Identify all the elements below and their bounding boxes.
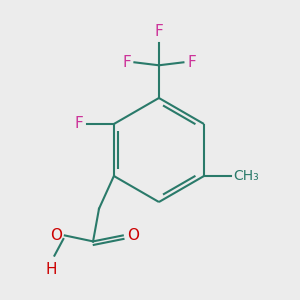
Text: H: H — [46, 262, 57, 277]
Text: F: F — [154, 24, 163, 39]
Text: F: F — [75, 116, 84, 131]
Text: F: F — [187, 55, 196, 70]
Text: O: O — [50, 228, 62, 243]
Text: O: O — [127, 228, 139, 243]
Text: F: F — [122, 55, 131, 70]
Text: CH₃: CH₃ — [233, 169, 259, 183]
